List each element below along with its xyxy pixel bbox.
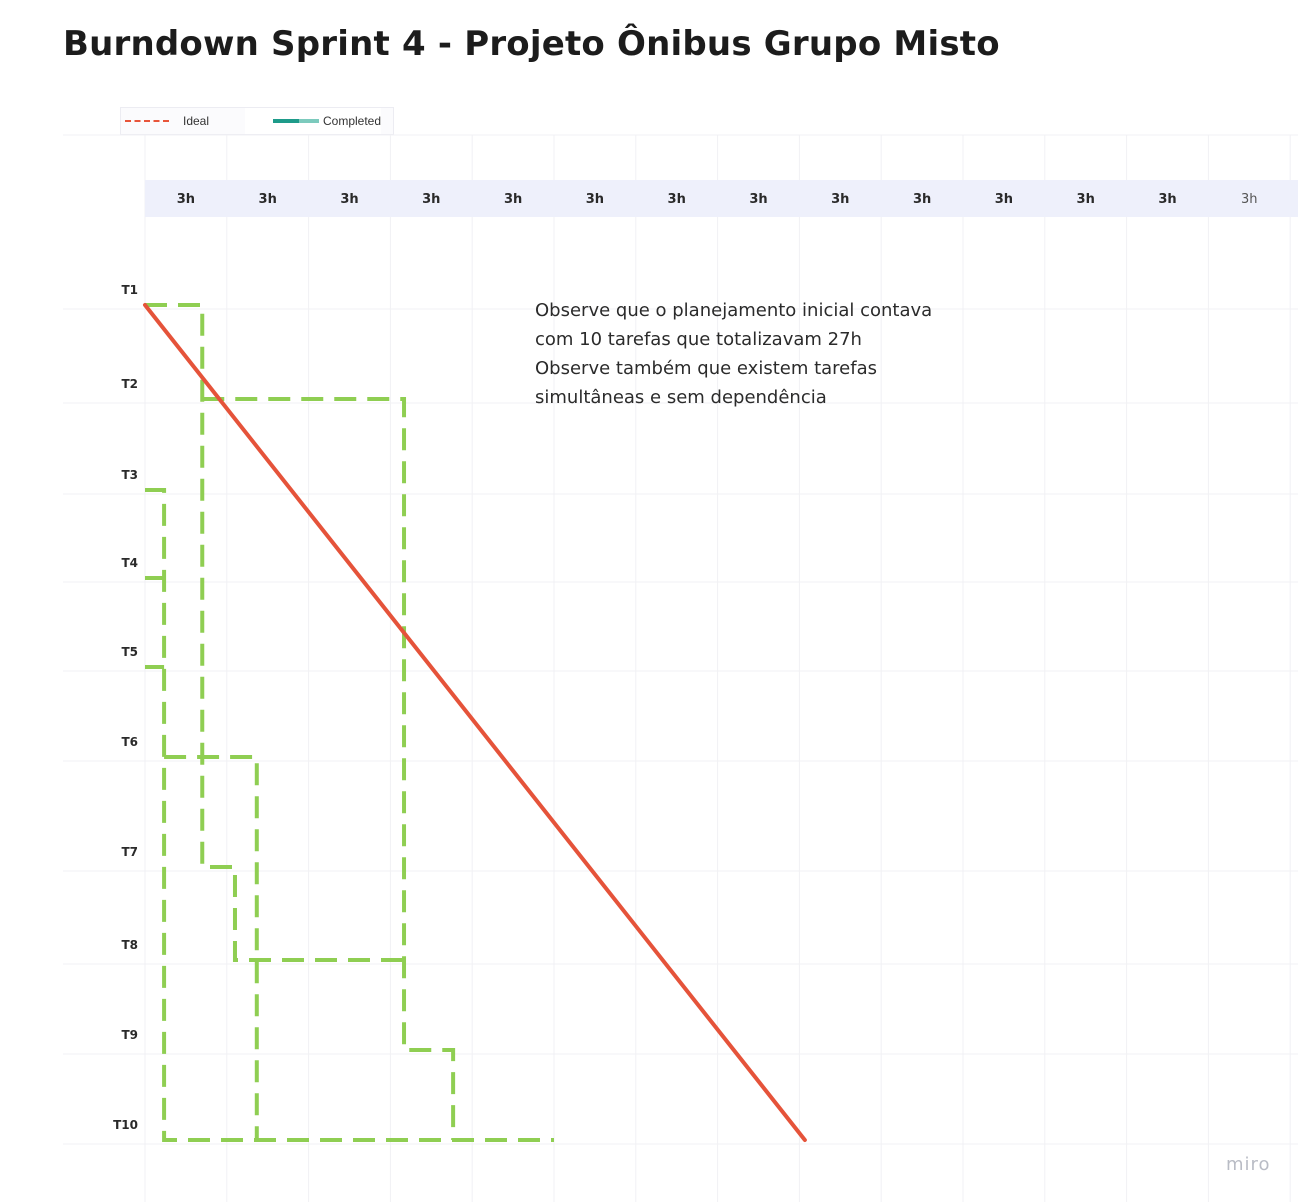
y-tick-label: T7 — [121, 845, 138, 859]
ideal-line — [143, 303, 807, 1142]
legend-label-completed: Completed — [323, 114, 382, 128]
y-axis: T1 T2 T3 T4 T5 T6 T7 T8 T9 T10 — [113, 283, 138, 1132]
chart-grid — [63, 134, 1298, 1202]
miro-watermark: miro — [1226, 1154, 1271, 1175]
y-tick-label: T5 — [121, 645, 138, 659]
legend-item-ideal[interactable]: Ideal — [121, 108, 245, 134]
y-tick-label: T6 — [121, 735, 138, 749]
x-tick-label: 3h — [749, 192, 767, 207]
completed-path — [202, 397, 456, 1140]
x-axis-header-band — [145, 180, 1298, 217]
legend-label-ideal: Ideal — [183, 114, 210, 128]
completed-path — [164, 755, 259, 1140]
x-tick-label: 3h — [422, 192, 440, 207]
x-tick-label: 3h — [504, 192, 522, 207]
y-tick-label: T1 — [121, 283, 138, 297]
legend-item-completed[interactable]: Completed — [245, 108, 382, 134]
chart-title: Burndown Sprint 4 - Projeto Ônibus Grupo… — [63, 24, 1000, 64]
series-ideal — [143, 303, 807, 1142]
x-tick-label: 3h — [259, 192, 277, 207]
y-tick-label: T8 — [121, 938, 138, 952]
x-tick-label: 3h — [1077, 192, 1095, 207]
y-tick-label: T10 — [113, 1118, 138, 1132]
legend: Ideal Completed — [120, 107, 394, 135]
x-tick-label: 3h — [1241, 192, 1258, 207]
y-tick-label: T2 — [121, 377, 138, 391]
x-tick-label: 3h — [1158, 192, 1176, 207]
x-tick-label: 3h — [668, 192, 686, 207]
x-tick-label: 3h — [831, 192, 849, 207]
completed-path — [145, 488, 554, 1142]
x-tick-label: 3h — [913, 192, 931, 207]
x-tick-label: 3h — [586, 192, 604, 207]
completed-path — [145, 303, 405, 962]
y-tick-label: T4 — [121, 556, 138, 570]
y-tick-label: T9 — [121, 1028, 138, 1042]
x-tick-label: 3h — [177, 192, 195, 207]
series-completed — [145, 303, 554, 1142]
y-tick-label: T3 — [121, 468, 138, 482]
x-axis-header: 3h 3h 3h 3h 3h 3h 3h 3h 3h 3h 3h 3h 3h 3h — [145, 180, 1298, 217]
legend-swatch-ideal — [125, 120, 169, 122]
x-tick-label: 3h — [995, 192, 1013, 207]
x-tick-label: 3h — [340, 192, 358, 207]
annotation-note: Observe que o planejamento inicial conta… — [535, 300, 933, 408]
legend-swatch-completed — [273, 119, 319, 123]
